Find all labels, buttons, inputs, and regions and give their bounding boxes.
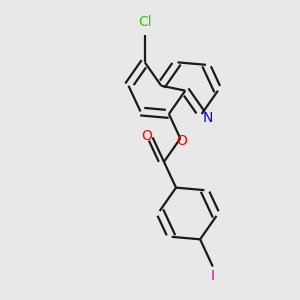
Text: N: N	[202, 112, 213, 125]
Text: O: O	[141, 129, 152, 143]
Text: O: O	[176, 134, 187, 148]
Text: I: I	[211, 269, 215, 284]
Text: Cl: Cl	[138, 15, 152, 29]
